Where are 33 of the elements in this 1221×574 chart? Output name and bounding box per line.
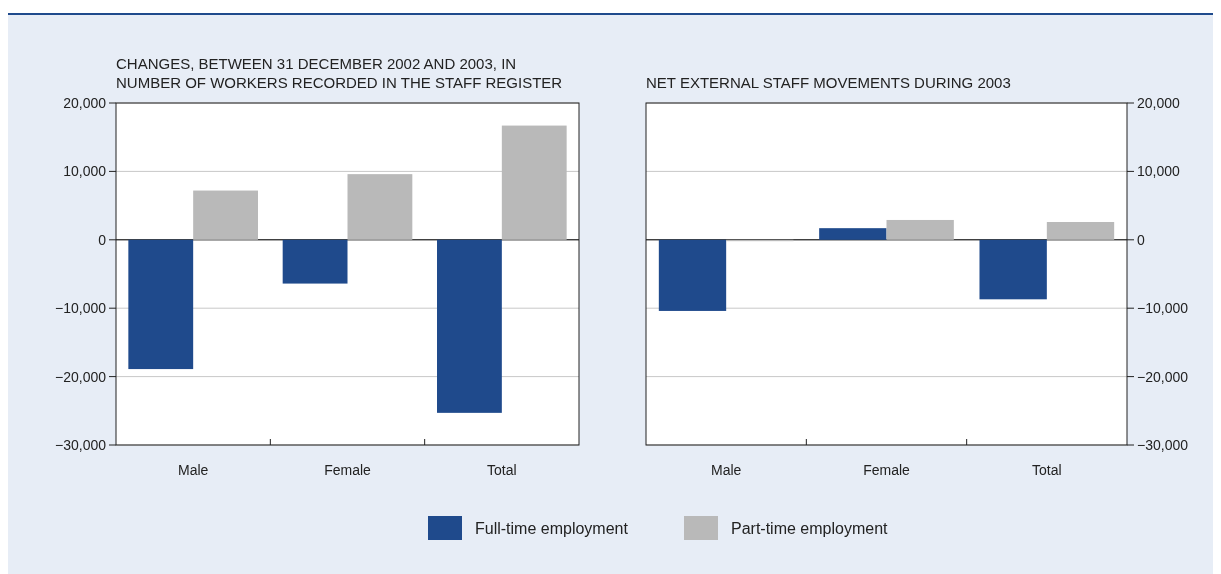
bar [979, 239, 1047, 300]
bar [819, 228, 887, 240]
bar [886, 219, 954, 240]
x-tick-label: Female [324, 462, 372, 478]
bar [193, 190, 258, 240]
x-tick-label: Male [710, 462, 742, 478]
y-tick-label: 0 [98, 231, 107, 248]
chart-title: CHANGES, BETWEEN 31 DECEMBER 2002 AND 2003, IN NUMBER OF WORKERS RECORDED IN THE STAFF REGISTER [116, 55, 563, 91]
legend-label: Full-time employment [475, 520, 629, 537]
bar [128, 239, 194, 370]
bar [282, 239, 348, 284]
y-tick-label: −20,000 [55, 368, 107, 385]
bar [437, 239, 502, 413]
y-tick-label: 20,000 [63, 95, 107, 111]
y-tick-label: 0 [1137, 231, 1145, 248]
y-tick-label: −30,000 [55, 437, 107, 453]
y-tick-label: 10,000 [63, 163, 107, 180]
chart-title: NET EXTERNAL STAFF MOVEMENTS DURING 2003 [646, 74, 1011, 91]
y-tick-label: 10,000 [1137, 163, 1181, 180]
x-tick-label: Total [1032, 462, 1062, 478]
bar [347, 174, 413, 240]
y-tick-label: −30,000 [1137, 437, 1189, 453]
bar [658, 239, 727, 311]
x-tick-label: Total [487, 462, 517, 478]
x-tick-label: Female [863, 462, 911, 478]
bar [501, 125, 567, 240]
x-tick-label: Male [177, 462, 209, 478]
bar [1046, 222, 1115, 240]
y-tick-label: −20,000 [1137, 368, 1189, 385]
y-tick-label: 20,000 [1137, 95, 1181, 111]
y-tick-label: −10,000 [1137, 300, 1189, 317]
y-tick-label: −10,000 [55, 300, 107, 317]
legend-label: Part-time employment [731, 520, 889, 537]
